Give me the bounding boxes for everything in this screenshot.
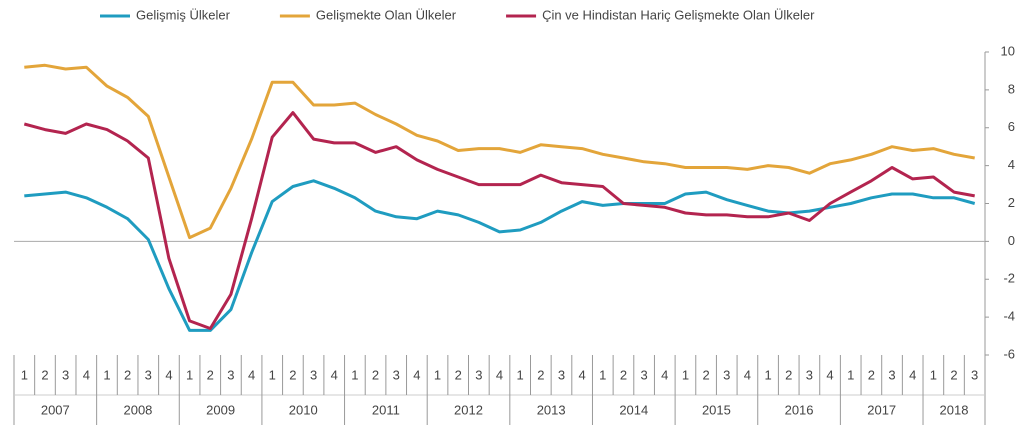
y-tick-label: -6 — [1003, 346, 1015, 361]
x-tick-label: 4 — [909, 367, 916, 382]
x-tick-label: 3 — [723, 367, 730, 382]
x-tick-label: 4 — [744, 367, 751, 382]
x-tick-label: 3 — [393, 367, 400, 382]
x-tick-label: 1 — [930, 367, 937, 382]
x-tick-label: 3 — [558, 367, 565, 382]
x-tick-label: 2 — [950, 367, 957, 382]
year-label: 2018 — [940, 402, 969, 417]
year-label: 2009 — [206, 402, 235, 417]
x-tick-label: 4 — [331, 367, 338, 382]
series-line — [24, 63, 975, 240]
y-tick-label: -2 — [1003, 271, 1015, 286]
x-tick-label: 4 — [579, 367, 586, 382]
x-tick-label: 1 — [21, 367, 28, 382]
x-tick-label: 1 — [682, 367, 689, 382]
x-tick-label: 1 — [103, 367, 110, 382]
x-tick-label: 2 — [868, 367, 875, 382]
x-tick-label: 3 — [640, 367, 647, 382]
x-tick-label: 3 — [62, 367, 69, 382]
x-tick-label: 4 — [496, 367, 503, 382]
x-tick-label: 2 — [702, 367, 709, 382]
x-tick-label: 2 — [620, 367, 627, 382]
x-tick-label: 3 — [227, 367, 234, 382]
y-tick-label: 8 — [1008, 81, 1015, 96]
series-line — [23, 111, 975, 330]
x-tick-label: 3 — [475, 367, 482, 382]
x-tick-label: 3 — [888, 367, 895, 382]
year-label: 2012 — [454, 402, 483, 417]
year-label: 2016 — [785, 402, 814, 417]
x-tick-label: 2 — [207, 367, 214, 382]
y-tick-label: 10 — [1001, 43, 1015, 58]
y-tick-label: 2 — [1008, 195, 1015, 210]
x-tick-label: 1 — [599, 367, 606, 382]
x-tick-label: 3 — [806, 367, 813, 382]
x-tick-label: 1 — [517, 367, 524, 382]
x-tick-label: 1 — [764, 367, 771, 382]
x-tick-label: 3 — [310, 367, 317, 382]
x-tick-label: 2 — [785, 367, 792, 382]
x-tick-label: 1 — [847, 367, 854, 382]
x-tick-label: 1 — [269, 367, 276, 382]
year-label: 2011 — [372, 402, 400, 417]
x-tick-label: 4 — [413, 367, 420, 382]
x-tick-label: 2 — [41, 367, 48, 382]
year-label: 2013 — [537, 402, 566, 417]
x-tick-label: 2 — [537, 367, 544, 382]
year-label: 2014 — [619, 402, 648, 417]
x-tick-label: 2 — [124, 367, 131, 382]
year-label: 2010 — [289, 402, 318, 417]
year-label: 2015 — [702, 402, 731, 417]
series-line — [24, 179, 976, 332]
x-tick-label: 3 — [971, 367, 978, 382]
x-tick-label: 4 — [248, 367, 255, 382]
x-tick-label: 4 — [826, 367, 833, 382]
x-tick-label: 1 — [434, 367, 441, 382]
x-tick-label: 1 — [186, 367, 193, 382]
year-label: 2017 — [867, 402, 896, 417]
x-tick-label: 1 — [351, 367, 358, 382]
x-tick-label: 4 — [661, 367, 668, 382]
legend-label: Gelişmekte Olan Ülkeler — [316, 7, 457, 22]
x-tick-label: 4 — [165, 367, 172, 382]
legend-label: Çin ve Hindistan Hariç Gelişmekte Olan Ü… — [542, 7, 815, 22]
year-label: 2007 — [41, 402, 70, 417]
x-tick-label: 2 — [289, 367, 296, 382]
x-tick-label: 2 — [372, 367, 379, 382]
y-tick-label: 0 — [1008, 233, 1015, 248]
legend-label: Gelişmiş Ülkeler — [136, 7, 231, 22]
year-label: 2008 — [123, 402, 152, 417]
y-tick-label: 6 — [1008, 119, 1015, 134]
x-tick-label: 4 — [83, 367, 90, 382]
x-tick-label: 3 — [145, 367, 152, 382]
y-tick-label: -4 — [1003, 309, 1015, 324]
y-tick-label: 4 — [1008, 157, 1015, 172]
x-tick-label: 2 — [455, 367, 462, 382]
